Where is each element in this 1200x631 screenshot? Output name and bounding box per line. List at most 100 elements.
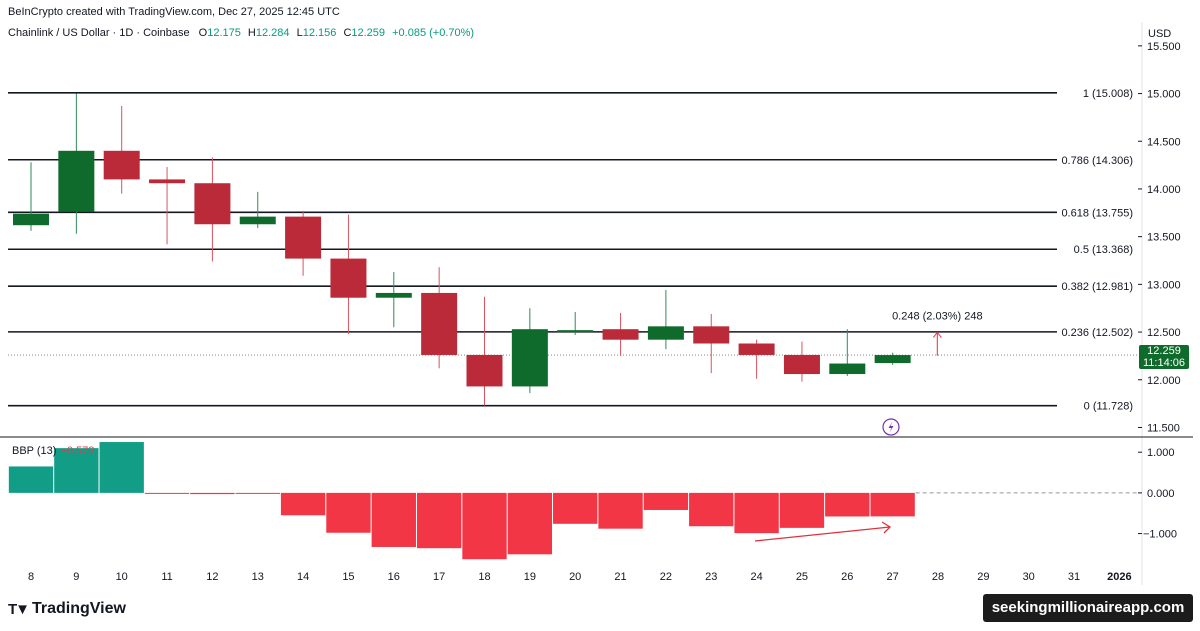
tradingview-mark-icon: T▼: [8, 600, 30, 618]
high-value: 12.284: [255, 27, 290, 39]
bbp-tick-label: −1.000: [1143, 529, 1177, 541]
bbp-bar: [416, 492, 462, 549]
candle-body: [647, 326, 684, 340]
time-tick-label: 13: [252, 571, 264, 583]
bbp-bar: [235, 492, 280, 494]
current-price-badge: 12.259 11:14:06: [1139, 345, 1189, 369]
candles: [13, 93, 911, 406]
candle-body: [194, 183, 231, 225]
trend-arrow: [754, 521, 892, 542]
bbp-bar: [734, 492, 779, 534]
time-tick-label: 10: [116, 571, 128, 583]
price-tick-label: 15.000: [1147, 89, 1181, 101]
time-tick-label: 19: [524, 571, 536, 583]
bbp-axis: 1.000 0.000 −1.000: [1138, 447, 1177, 541]
tradingview-wordmark: TradingView: [32, 600, 126, 617]
bbp-bar: [54, 448, 99, 493]
time-tick-label: 24: [750, 571, 762, 583]
time-tick-label: 28: [932, 571, 944, 583]
candle-body: [602, 329, 639, 340]
bbp-bar: [689, 492, 734, 527]
candle-body: [285, 216, 322, 259]
open-label: O: [198, 27, 208, 39]
bbp-bar: [779, 492, 825, 528]
fib-retracement[interactable]: 1 (15.008) 0.786 (14.306) 0.618 (13.755) 0.…: [8, 88, 1138, 413]
price-tick-label: 12.500: [1147, 327, 1181, 339]
candle-body: [466, 354, 503, 387]
time-tick-label: 20: [569, 571, 581, 583]
low-value: 12.156: [302, 27, 337, 39]
time-tick-label: 17: [433, 571, 445, 583]
fib-label: 1 (15.008): [1083, 88, 1133, 100]
price-axis[interactable]: 15.500 15.000 14.500 14.000 13.500 13.000 12.5…: [1138, 41, 1181, 435]
bbp-bar: [598, 492, 643, 529]
time-tick-label: 14: [297, 571, 309, 583]
time-tick-label: 2026: [1107, 571, 1131, 583]
time-tick-label: 25: [796, 571, 808, 583]
chart-credit: BeInCrypto created with TradingView.com,…: [8, 6, 340, 18]
fib-label: 0.236 (12.502): [1061, 327, 1133, 339]
time-axis[interactable]: 8 9 10 11 12 13 14 15 16 17 18 19 20 21 22 23 24 25 26 27 28…: [28, 571, 1132, 583]
time-tick-label: 30: [1023, 571, 1035, 583]
bbp-bar: [643, 492, 689, 510]
bbp-title: BBP (13): [12, 445, 57, 457]
time-tick-label: 27: [887, 571, 899, 583]
price-tick-label: 15.500: [1147, 41, 1181, 53]
tradingview-logo[interactable]: T▼ TradingView: [8, 600, 126, 618]
lightning-icon[interactable]: [882, 418, 900, 436]
price-tick-label: 11.500: [1147, 422, 1180, 434]
symbol-legend[interactable]: Chainlink / US Dollar · 1D · Coinbase O 1…: [8, 27, 474, 39]
price-range-measure[interactable]: 0.248 (2.03%) 248: [892, 310, 983, 356]
candle-body: [511, 329, 548, 387]
price-tick-label: 13.000: [1147, 279, 1181, 291]
time-tick-label: 18: [478, 571, 490, 583]
bbp-value: −0.578: [60, 445, 95, 457]
time-tick-label: 15: [342, 571, 354, 583]
bbp-bar: [371, 492, 416, 547]
bbp-tick-label: 1.000: [1147, 447, 1175, 459]
time-tick-label: 22: [660, 571, 672, 583]
close-label: C: [343, 27, 352, 39]
price-tick-label: 13.500: [1147, 232, 1181, 244]
bbp-bar: [553, 492, 598, 524]
candle-body: [103, 150, 140, 180]
time-tick-label: 12: [206, 571, 218, 583]
time-tick-label: 8: [28, 571, 34, 583]
candle-body: [13, 213, 49, 226]
candle-body: [58, 150, 95, 212]
time-tick-label: 23: [705, 571, 717, 583]
fib-label: 0.382 (12.981): [1061, 281, 1133, 293]
bbp-tick-label: 0.000: [1147, 488, 1175, 500]
candle-body: [239, 216, 276, 225]
price-tick-label: 14.000: [1147, 184, 1181, 196]
bbp-bar: [870, 492, 915, 517]
candle-body: [874, 355, 911, 364]
time-tick-label: 29: [977, 571, 989, 583]
symbol-title: Chainlink / US Dollar · 1D · Coinbase: [8, 27, 190, 39]
time-tick-label: 31: [1068, 571, 1080, 583]
bar-countdown: 11:14:06: [1142, 357, 1185, 369]
bbp-bar: [280, 492, 326, 516]
candle-body: [783, 354, 820, 375]
low-label: L: [296, 27, 303, 39]
bbp-bar: [99, 442, 144, 493]
candle-body: [738, 343, 775, 355]
measure-arrow-head: [932, 331, 942, 338]
bbp-bar: [326, 492, 371, 533]
current-price: 12.259: [1147, 345, 1181, 357]
price-tick-label: 12.000: [1147, 375, 1181, 387]
bbp-bar: [462, 492, 507, 560]
time-tick-label: 9: [73, 571, 79, 583]
bbp-bar: [190, 492, 235, 495]
currency-label[interactable]: USD: [1148, 28, 1172, 40]
bbp-bar: [8, 466, 54, 493]
candle-body: [829, 363, 866, 375]
watermark: seekingmillionaireapp.com: [983, 594, 1193, 622]
bbp-bar: [507, 492, 553, 555]
bbp-legend[interactable]: BBP (13) −0.578: [12, 445, 94, 457]
candle-body: [330, 258, 367, 298]
candle-body: [149, 179, 186, 184]
fib-label: 0.786 (14.306): [1061, 155, 1133, 167]
close-value: 12.259: [351, 27, 386, 39]
